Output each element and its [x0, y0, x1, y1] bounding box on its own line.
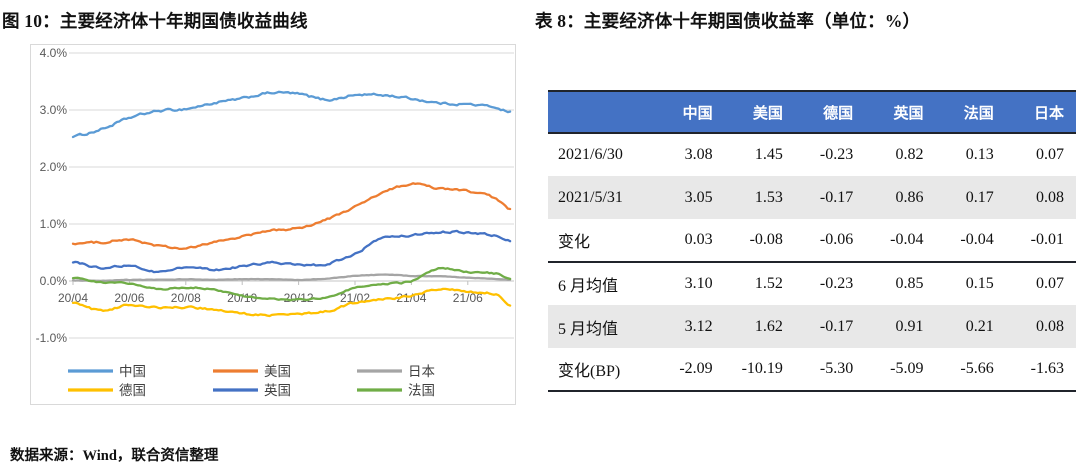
row-label: 5 月均值 — [558, 320, 619, 338]
value-cell: 1.62 — [754, 317, 783, 335]
value-cell: -1.63 — [1030, 360, 1064, 377]
value-cell: 0.08 — [1036, 317, 1064, 335]
header-cell-country: 德国 — [794, 91, 866, 133]
table-title: 表 8：主要经济体十年期国债收益率（单位：%） — [535, 11, 921, 31]
y-axis-tick-label: 3.0% — [40, 103, 68, 117]
series-line-英国 — [71, 229, 512, 274]
value-cell: -0.04 — [890, 231, 924, 248]
header-cell-empty — [548, 91, 655, 133]
header-cell-country: 英国 — [865, 91, 936, 133]
header-cell-country: 日本 — [1005, 91, 1076, 133]
value-cell: 0.07 — [1036, 146, 1064, 163]
legend-label-法国: 法国 — [408, 383, 435, 398]
legend-label-美国: 美国 — [264, 364, 291, 379]
value-cell: 1.53 — [754, 188, 783, 206]
value-cell: 3.05 — [684, 188, 713, 206]
value-cell: -5.66 — [960, 360, 994, 377]
value-cell: -0.06 — [819, 231, 854, 248]
value-cell: 0.15 — [965, 275, 994, 292]
table-row: 2021/5/31 3.05 1.53 -0.17 0.86 0.17 0.08 — [548, 176, 1076, 219]
table-header-row: 中国 美国 德国 英国 法国 日本 — [548, 91, 1076, 133]
value-cell: -0.08 — [749, 231, 783, 248]
value-cell: 0.82 — [895, 146, 924, 163]
value-cell: -10.19 — [741, 360, 783, 377]
value-cell: 0.21 — [965, 317, 994, 335]
series-line-德国 — [71, 287, 512, 318]
x-axis-tick-label: 20/06 — [114, 291, 144, 305]
x-axis-tick-label: 21/06 — [453, 291, 483, 305]
yield-table: 中国 美国 德国 英国 法国 日本 2021/6/30 3.08 1.45 -0.23 0.82 0… — [548, 90, 1076, 392]
header-cell-country: 中国 — [654, 91, 725, 133]
y-axis-tick-label: -1.0% — [36, 331, 68, 345]
table-row: 变化(BP) -2.09 -10.19 -5.30 -5.09 -5.66 -1.63 — [548, 348, 1076, 391]
table-row: 2021/6/30 3.08 1.45 -0.23 0.82 0.13 0.07 — [548, 133, 1076, 176]
value-cell: 0.91 — [895, 317, 924, 335]
chart-canvas: 4.0% 3.0% 2.0% 1.0% 0.0% -1.0% 20/04 20/06 20/08… — [30, 44, 516, 405]
value-cell: 0.17 — [965, 188, 994, 206]
y-axis-tick-label: 1.0% — [40, 217, 68, 231]
value-cell: 1.52 — [754, 275, 783, 292]
legend-label-德国: 德国 — [119, 383, 146, 398]
legend-label-中国: 中国 — [119, 364, 146, 379]
value-cell: -0.04 — [960, 231, 994, 248]
table-row: 5 月均值 3.12 1.62 -0.17 0.91 0.21 0.08 — [548, 305, 1076, 348]
legend-label-日本: 日本 — [408, 364, 435, 379]
figure-title: 图 10：主要经济体十年期国债收益曲线 — [2, 11, 308, 31]
value-cell: 0.13 — [965, 146, 994, 163]
series-line-中国 — [71, 90, 512, 139]
value-cell: -5.09 — [890, 360, 924, 377]
value-cell: -2.09 — [679, 360, 713, 377]
x-axis-tick-label: 20/04 — [58, 291, 88, 305]
value-cell: 0.86 — [895, 188, 924, 206]
row-label: 变化(BP) — [558, 363, 621, 380]
value-cell: 0.07 — [1036, 275, 1064, 292]
header-cell-country: 法国 — [935, 91, 1006, 133]
row-label: 2021/6/30 — [558, 146, 623, 163]
value-cell: 0.03 — [684, 231, 713, 248]
series-line-日本 — [71, 273, 512, 283]
x-axis-tick-label: 20/08 — [171, 291, 201, 305]
series-line-法国 — [71, 266, 512, 302]
table-row: 变化 0.03 -0.08 -0.06 -0.04 -0.04 -0.01 — [548, 219, 1076, 262]
row-label: 2021/5/31 — [558, 188, 623, 206]
row-label: 变化 — [558, 234, 591, 251]
yield-line-chart: 4.0% 3.0% 2.0% 1.0% 0.0% -1.0% 20/04 20/06 20/08… — [30, 44, 516, 405]
legend-label-英国: 英国 — [264, 382, 291, 398]
value-cell: 0.08 — [1036, 188, 1064, 206]
y-axis-tick-label: 0.0% — [40, 274, 68, 288]
value-cell: -0.17 — [819, 317, 854, 335]
value-cell: -0.17 — [819, 188, 854, 206]
value-cell: 1.45 — [754, 146, 783, 163]
y-axis-tick-label: 2.0% — [40, 160, 68, 174]
chart-border — [30, 44, 516, 405]
table-row: 6 月均值 3.10 1.52 -0.23 0.85 0.15 0.07 — [548, 262, 1076, 305]
data-source-note: 数据来源：Wind，联合资信整理 — [10, 448, 219, 464]
row-label: 6 月均值 — [558, 278, 619, 295]
value-cell: 3.12 — [684, 317, 713, 335]
value-cell: 0.85 — [895, 275, 924, 292]
series-line-美国 — [71, 182, 512, 251]
value-cell: -0.23 — [819, 275, 854, 292]
value-cell: 3.10 — [684, 275, 713, 292]
header-cell-country: 美国 — [724, 91, 795, 133]
value-cell: 3.08 — [684, 146, 713, 163]
y-axis-tick-label: 4.0% — [40, 46, 68, 60]
value-cell: -0.23 — [819, 146, 854, 163]
value-cell: -0.01 — [1030, 231, 1064, 248]
value-cell: -5.30 — [819, 360, 854, 377]
